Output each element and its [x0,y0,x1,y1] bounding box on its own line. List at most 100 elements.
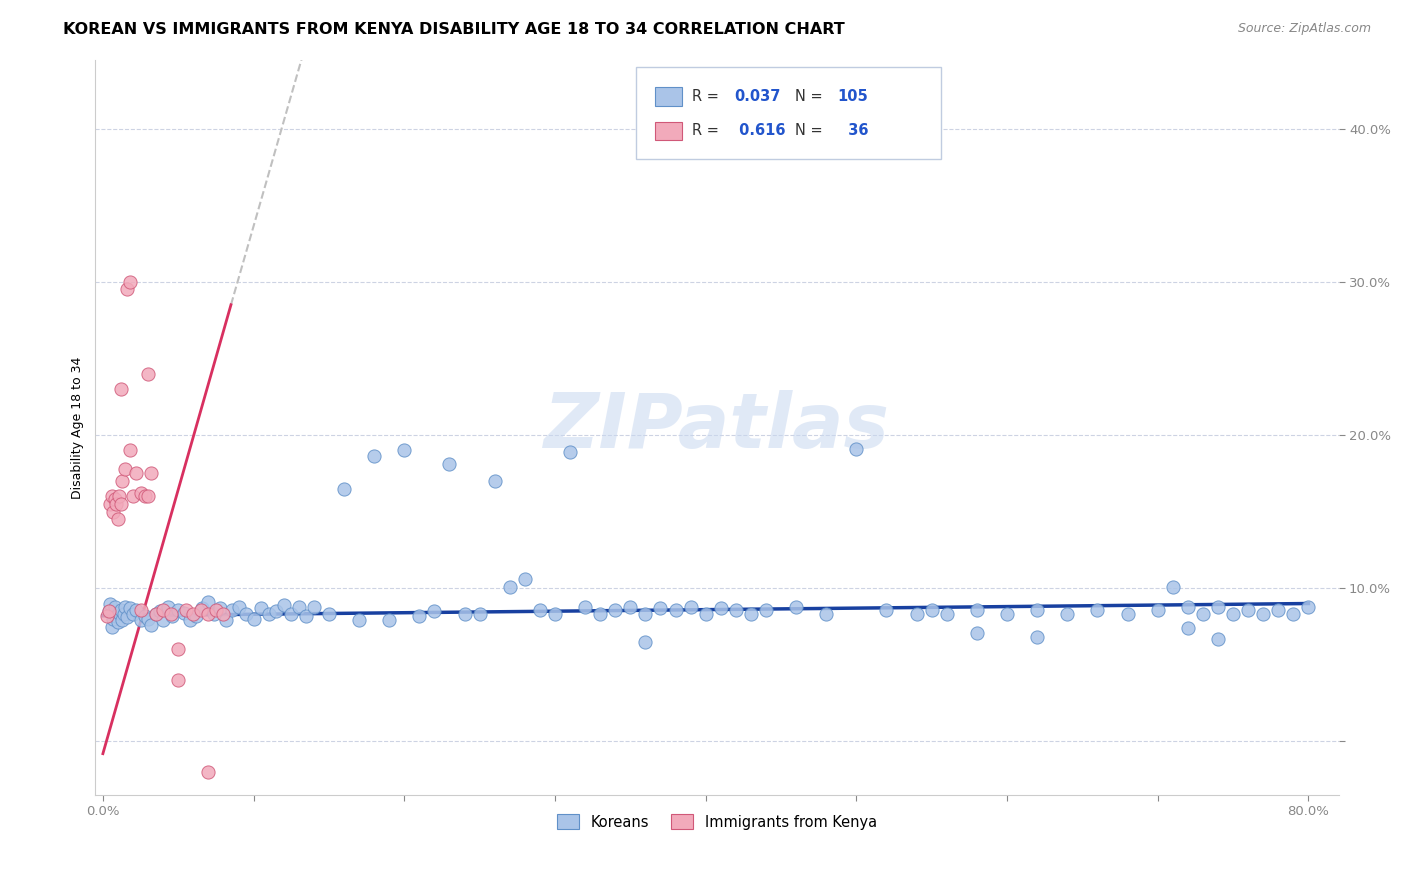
Point [159,607,181,622]
Point [453,607,475,622]
Text: ZIPatlas: ZIPatlas [544,391,890,465]
Text: Source: ZipAtlas.com: Source: ZipAtlas.com [1237,22,1371,36]
Point [1026,630,1049,644]
Point [181,607,204,622]
Point [935,607,957,622]
Text: 105: 105 [838,89,869,103]
Point [228,599,250,614]
Point [1237,602,1260,616]
Point [209,601,232,615]
Point [103,612,125,626]
Point [815,607,838,622]
Point [122,607,145,622]
Point [695,607,717,622]
Point [710,601,733,615]
Text: 36: 36 [838,123,868,138]
Point [966,602,988,616]
Y-axis label: Disability Age 18 to 34: Disability Age 18 to 34 [72,356,84,499]
Point [302,599,325,614]
Point [1267,602,1289,616]
Point [544,607,567,622]
FancyBboxPatch shape [655,121,682,140]
Point [408,608,430,623]
Point [149,604,172,618]
Point [235,607,257,622]
Point [876,602,898,616]
Point [785,599,807,614]
Point [100,597,122,611]
Point [179,613,201,627]
Point [134,489,156,503]
Point [558,445,581,459]
Point [605,602,627,616]
Point [250,601,273,615]
Text: 0.616: 0.616 [734,123,786,138]
Point [129,613,152,627]
Point [439,457,461,471]
Point [499,580,522,594]
Point [1177,599,1199,614]
Point [242,612,264,626]
Point [619,599,641,614]
Point [363,450,385,464]
Point [197,765,219,780]
Point [724,602,747,616]
Point [96,608,118,623]
Point [107,615,129,629]
Point [145,607,167,622]
Point [1222,607,1244,622]
Point [273,598,295,612]
Point [1056,607,1078,622]
Point [167,673,190,687]
Point [394,443,416,458]
Point [634,607,657,622]
Point [589,607,612,622]
Point [129,602,152,616]
Point [221,602,243,616]
Point [650,601,672,615]
Text: R =: R = [692,123,724,138]
Point [186,608,208,623]
Point [160,608,183,623]
Point [484,474,506,488]
Point [740,607,762,622]
Point [122,489,145,503]
Point [333,482,356,496]
Point [104,492,127,507]
Point [191,601,214,615]
Point [197,607,219,622]
Point [167,642,190,657]
Point [755,602,778,616]
Point [107,512,129,526]
Point [288,599,311,614]
Point [111,613,134,627]
Point [202,607,225,622]
Point [118,601,141,615]
Point [129,486,152,500]
Point [280,607,302,622]
Point [1282,607,1305,622]
Point [212,607,235,622]
Point [111,474,134,488]
Point [1177,621,1199,635]
Point [664,602,686,616]
Point [145,607,167,622]
Point [1298,599,1320,614]
Point [468,607,491,622]
Point [101,619,124,633]
Point [104,599,127,614]
Point [205,602,228,616]
Point [110,382,132,396]
Point [139,467,162,481]
Point [152,613,174,627]
Text: N =: N = [796,123,828,138]
Point [1251,607,1274,622]
Point [1116,607,1139,622]
Point [197,595,219,609]
Point [110,497,132,511]
Point [136,367,159,381]
Legend: Koreans, Immigrants from Kenya: Koreans, Immigrants from Kenya [551,808,883,836]
Point [114,599,136,614]
Text: N =: N = [796,89,828,103]
Point [1146,602,1168,616]
